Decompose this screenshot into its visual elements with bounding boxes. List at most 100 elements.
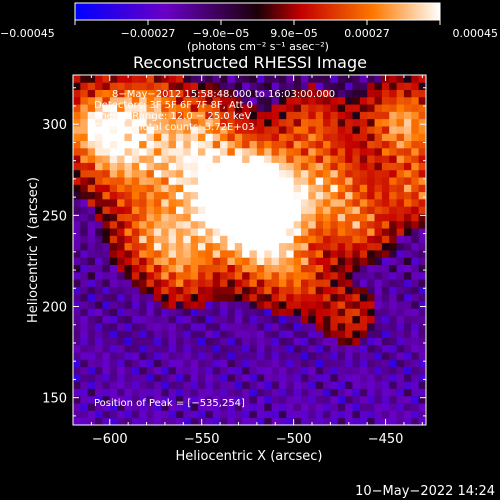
heatmap-cell	[286, 257, 295, 265]
heatmap-cell	[198, 198, 206, 207]
heatmap-cell	[95, 126, 103, 134]
heatmap-cell	[293, 315, 302, 324]
heatmap-cell	[403, 198, 412, 207]
heatmap-cell	[117, 337, 125, 346]
heatmap-cell	[109, 228, 118, 236]
heatmap-cell	[271, 198, 280, 207]
heatmap-cell	[315, 337, 324, 346]
heatmap-cell	[308, 301, 317, 309]
heatmap-cell	[146, 169, 155, 178]
heatmap-cell	[352, 308, 361, 317]
heatmap-cell	[175, 403, 184, 411]
heatmap-cell	[418, 301, 426, 309]
heatmap-cell	[124, 140, 133, 149]
heatmap-cell	[102, 344, 111, 353]
heatmap-cell	[109, 373, 118, 382]
heatmap-cell	[220, 286, 228, 295]
heatmap-cell	[300, 184, 309, 193]
heatmap-cell	[315, 403, 324, 411]
heatmap-cell	[286, 352, 295, 360]
heatmap-cell	[220, 388, 228, 397]
heatmap-cell	[131, 104, 140, 112]
heatmap-cell	[337, 220, 346, 229]
heatmap-cell	[102, 118, 111, 127]
heatmap-cell	[131, 257, 140, 265]
heatmap-cell	[403, 330, 412, 338]
heatmap-cell	[293, 133, 302, 142]
heatmap-cell	[374, 89, 383, 98]
heatmap-cell	[315, 206, 324, 214]
heatmap-cell	[389, 279, 397, 287]
x-tick-label: −500	[276, 432, 312, 447]
heatmap-cell	[95, 228, 103, 236]
heatmap-cell	[198, 228, 206, 236]
heatmap-cell	[293, 198, 302, 207]
heatmap-cell	[205, 206, 214, 214]
heatmap-cell	[73, 308, 81, 317]
heatmap-cell	[227, 279, 236, 287]
heatmap-cell	[198, 126, 206, 134]
heatmap-cell	[227, 308, 236, 317]
heatmap-cell	[205, 330, 214, 338]
heatmap-cell	[190, 373, 199, 382]
heatmap-cell	[139, 162, 147, 171]
heatmap-cell	[234, 96, 243, 105]
heatmap-cell	[109, 191, 118, 200]
heatmap-cell	[323, 162, 331, 171]
heatmap-cell	[337, 308, 346, 317]
heatmap-cell	[271, 126, 280, 134]
heatmap-cell	[168, 337, 177, 346]
heatmap-cell	[205, 75, 214, 83]
heatmap-cell	[161, 337, 170, 346]
heatmap-cell	[337, 271, 346, 280]
heatmap-cell	[198, 155, 206, 163]
heatmap-cell	[139, 308, 147, 317]
heatmap-cell	[190, 206, 199, 214]
heatmap-cell	[345, 184, 353, 193]
heatmap-cell	[271, 111, 280, 120]
heatmap-cell	[73, 228, 81, 236]
heatmap-cell	[124, 118, 133, 127]
heatmap-cell	[153, 279, 162, 287]
heatmap-cell	[220, 315, 228, 324]
heatmap-cell	[367, 337, 375, 346]
heatmap-cell	[212, 198, 221, 207]
heatmap-cell	[249, 308, 258, 317]
heatmap-cell	[153, 337, 162, 346]
heatmap-cell	[212, 337, 221, 346]
heatmap-cell	[396, 279, 405, 287]
heatmap-cell	[286, 213, 295, 222]
heatmap-cell	[109, 198, 118, 207]
heatmap-cell	[300, 82, 309, 90]
heatmap-cell	[286, 177, 295, 185]
heatmap-cell	[80, 89, 89, 98]
heatmap-cell	[212, 279, 221, 287]
heatmap-cell	[212, 344, 221, 353]
heatmap-cell	[315, 133, 324, 142]
heatmap-cell	[242, 220, 250, 229]
heatmap-cell	[271, 169, 280, 178]
heatmap-cell	[381, 366, 390, 375]
heatmap-cell	[205, 264, 214, 273]
heatmap-cell	[411, 359, 420, 368]
heatmap-cell	[396, 111, 405, 120]
heatmap-cell	[212, 126, 221, 134]
heatmap-cell	[205, 235, 214, 244]
heatmap-cell	[411, 140, 420, 149]
heatmap-cell	[264, 213, 272, 222]
heatmap-cell	[345, 89, 353, 98]
heatmap-cell	[73, 198, 81, 207]
heatmap-cell	[264, 410, 272, 419]
heatmap-cell	[175, 293, 184, 302]
heatmap-cell	[131, 184, 140, 193]
heatmap-cell	[381, 184, 390, 193]
heatmap-cell	[131, 359, 140, 368]
heatmap-cell	[168, 330, 177, 338]
heatmap-cell	[418, 140, 426, 149]
heatmap-cell	[352, 177, 361, 185]
heatmap-cell	[256, 133, 265, 142]
heatmap-cell	[117, 410, 125, 419]
heatmap-cell	[87, 337, 96, 346]
heatmap-cell	[403, 352, 412, 360]
heatmap-cell	[198, 330, 206, 338]
